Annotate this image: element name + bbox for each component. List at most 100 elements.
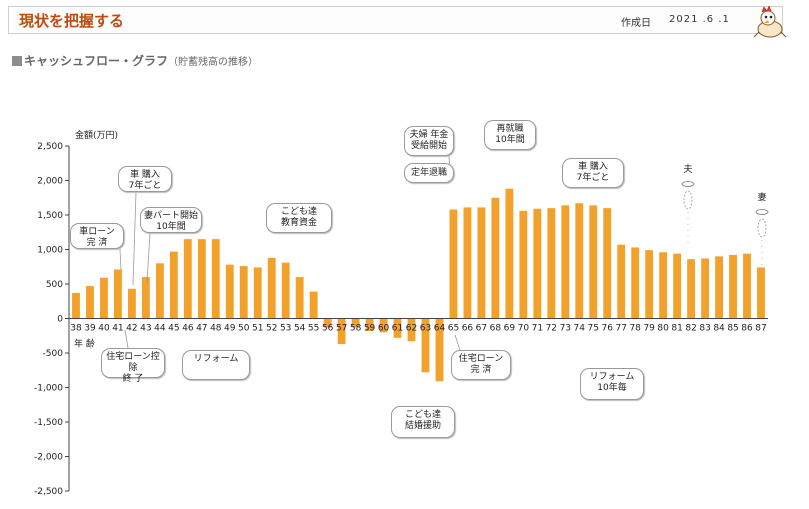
x-tick-label: 52: [266, 324, 277, 334]
bar: [757, 267, 765, 319]
bar: [309, 291, 318, 319]
x-tick-label: 62: [406, 324, 417, 334]
bar: [687, 259, 696, 319]
bar: [281, 262, 290, 319]
callout-pointer-line: [119, 248, 122, 271]
annotation-callout: 住宅ローン控除 終 了: [101, 348, 165, 384]
x-tick-label: 86: [741, 324, 753, 334]
y-tick-label: 1,000: [37, 246, 63, 256]
y-tick-label: 0: [57, 315, 63, 325]
x-tick-label: 39: [84, 324, 96, 334]
bar: [239, 266, 248, 319]
y-tick-label: 2,000: [37, 177, 63, 187]
bar: [127, 288, 136, 319]
x-tick-label: 49: [224, 324, 236, 334]
bar: [365, 318, 374, 331]
life-marker-label: 夫: [683, 163, 692, 175]
x-tick-label: 85: [727, 324, 738, 334]
bar: [561, 205, 570, 319]
bar: [155, 263, 164, 319]
bar: [449, 209, 458, 319]
x-tick-label: 72: [546, 324, 557, 334]
x-tick-label: 56: [322, 324, 334, 334]
x-tick-label: 58: [350, 324, 362, 334]
x-tick-label: 80: [657, 324, 669, 334]
x-tick-label: 40: [98, 324, 110, 334]
x-tick-label: 46: [182, 324, 194, 334]
annotation-callout: 妻パート開始 10年間: [140, 207, 202, 233]
bar: [407, 318, 416, 342]
annotation-callout: リフォーム 10年毎: [580, 368, 644, 400]
x-tick-label: 51: [252, 324, 263, 334]
annotation-callout: 車ローン 完 済: [70, 223, 124, 249]
bar: [533, 208, 542, 319]
bar: [169, 251, 178, 319]
x-tick-label: 73: [560, 324, 571, 334]
bar: [183, 239, 192, 319]
x-tick-label: 76: [602, 324, 614, 334]
bar: [477, 207, 486, 319]
bar: [267, 257, 276, 319]
section-square-icon: [12, 56, 22, 66]
bar: [505, 188, 514, 319]
bar: [114, 269, 122, 319]
x-tick-label: 55: [308, 324, 319, 334]
x-tick-label: 83: [699, 324, 710, 334]
bar: [589, 205, 598, 319]
x-tick-label: 67: [476, 324, 487, 334]
annotation-callout: こども達 教育資金: [266, 203, 332, 233]
annotation-callout: 再就職 10年間: [484, 120, 536, 150]
bar: [491, 197, 500, 319]
x-tick-label: 43: [140, 324, 151, 334]
halo-icon: [755, 209, 769, 215]
annotation-callout: 車 購入 7年ごと: [118, 166, 172, 192]
bar: [617, 244, 626, 319]
y-axis-label: 金額(万円): [75, 129, 118, 141]
section-subtitle: （貯蓄残高の推移）: [168, 57, 259, 68]
y-tick-label: -1,000: [34, 384, 63, 394]
y-tick-label: -1,500: [34, 418, 63, 428]
x-tick-label: 54: [294, 324, 306, 334]
bar: [225, 264, 234, 319]
page-header: 現状を把握する 作成日 2021 .6 .1: [8, 6, 783, 34]
x-tick-label: 44: [154, 324, 166, 334]
x-tick-label: 79: [643, 324, 655, 334]
bar: [701, 258, 710, 319]
x-tick-label: 77: [615, 324, 626, 334]
y-tick-label: 500: [46, 280, 63, 290]
bar: [323, 318, 332, 328]
page-title: 現状を把握する: [19, 12, 125, 30]
created-date-label: 作成日: [621, 18, 651, 29]
bar: [253, 267, 262, 319]
x-tick-label: 71: [532, 324, 543, 334]
x-tick-label: 75: [588, 324, 599, 334]
bar: [519, 210, 528, 319]
y-tick-label: 2,500: [37, 142, 63, 152]
bar: [631, 247, 640, 319]
annotation-callout: 定年退職: [404, 163, 454, 183]
x-tick-label: 42: [126, 324, 137, 334]
x-tick-label: 60: [378, 324, 390, 334]
ghost-icon: [683, 190, 693, 210]
section-title: キャッシュフロー・グラフ（貯蓄残高の推移）: [12, 52, 258, 69]
bar: [743, 253, 751, 319]
bar: [337, 318, 346, 345]
x-tick-label: 50: [238, 324, 250, 334]
bar: [575, 203, 584, 319]
x-axis-label: 年 齢: [74, 338, 95, 350]
annotation-callout: 住宅ローン 完 済: [451, 350, 511, 380]
bar: [603, 208, 612, 319]
x-tick-label: 47: [196, 324, 207, 334]
x-tick-label: 48: [210, 324, 222, 334]
life-marker-label: 妻: [757, 191, 766, 203]
bar: [72, 292, 80, 319]
bar: [421, 318, 430, 373]
bar: [463, 207, 472, 319]
section-title-text: キャッシュフロー・グラフ: [24, 54, 169, 68]
x-tick-label: 38: [70, 324, 82, 334]
annotation-callout: こども達 結婚援助: [391, 406, 455, 438]
created-date-value: 2021 .6 .1: [669, 14, 730, 25]
halo-icon: [681, 181, 695, 187]
bar: [435, 318, 444, 382]
x-tick-label: 57: [336, 324, 347, 334]
